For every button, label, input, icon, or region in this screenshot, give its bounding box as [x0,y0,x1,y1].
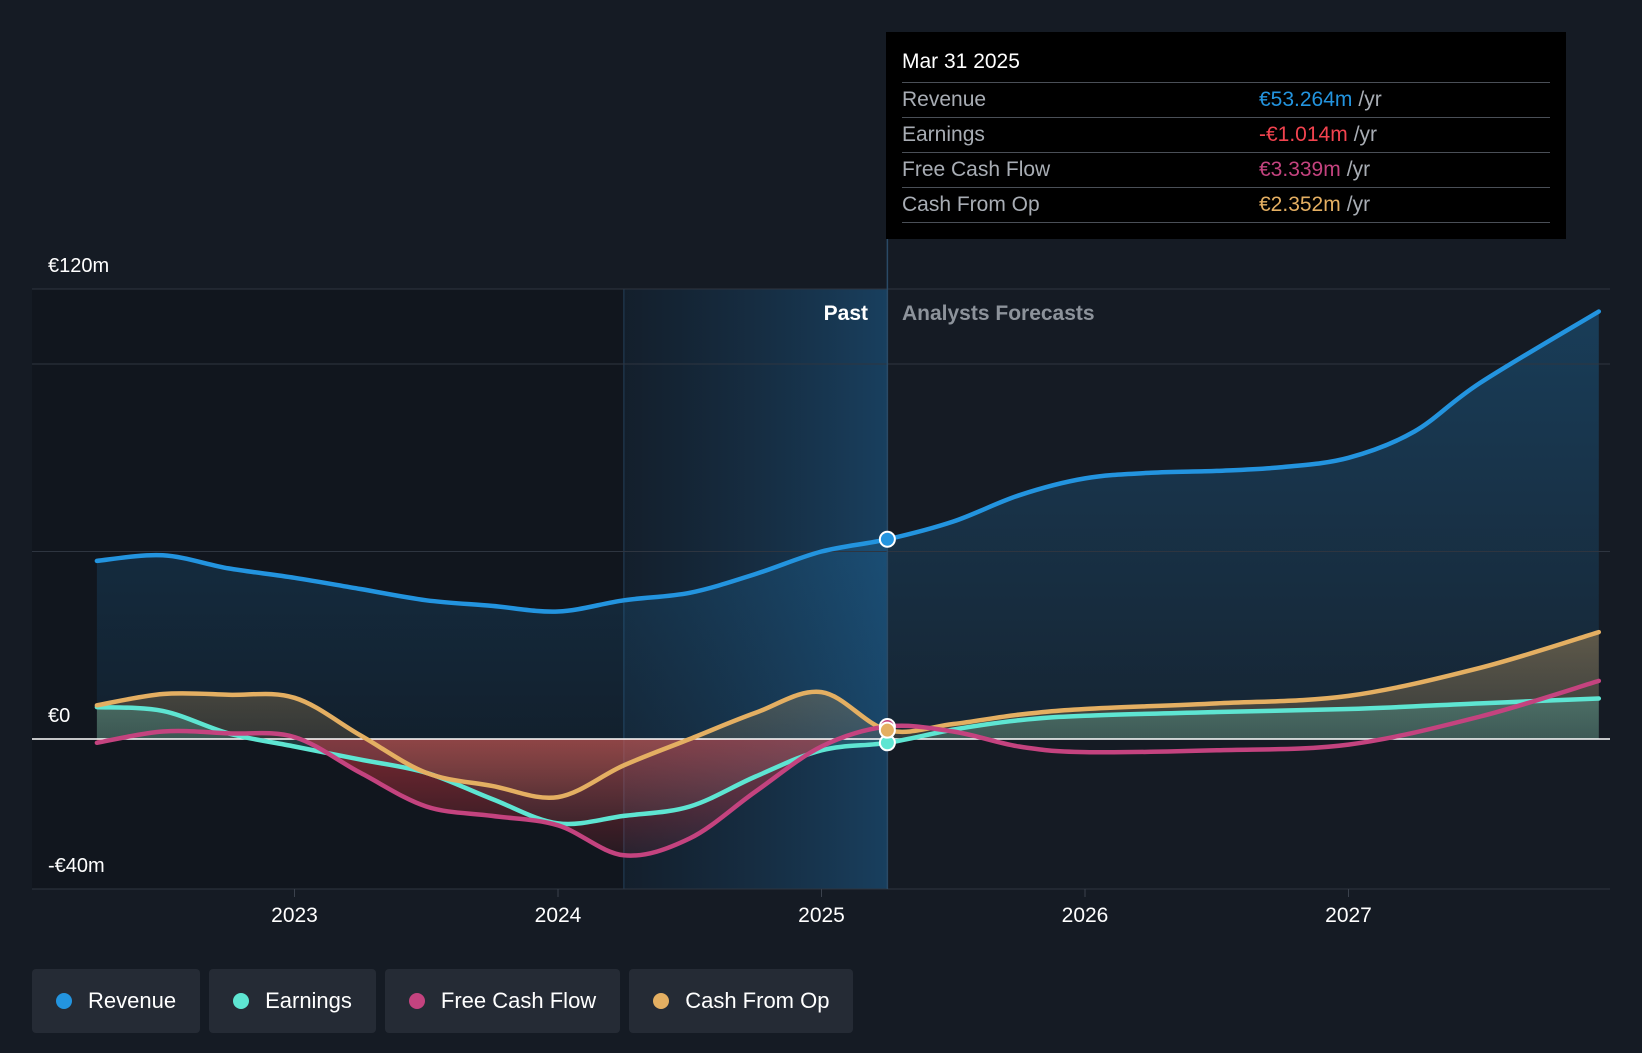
earnings-area [96,698,1599,825]
analysts-forecasts-label: Analysts Forecasts [902,302,1095,325]
cash-from-op-line [94,629,1602,801]
legend-dot-icon [233,993,250,1009]
tooltip-unit: /yr [1346,193,1371,216]
tooltip-value: -€1.014m [1259,123,1348,146]
tooltip-value: €2.352m [1259,193,1341,216]
legend-label: Revenue [88,988,177,1013]
legend-dot-icon [408,993,425,1009]
legend-dot-icon [653,993,670,1009]
legend-item-earnings[interactable]: Earnings [209,969,376,1033]
tooltip-label: Cash From Op [902,193,1040,216]
revenue-area [96,311,1599,739]
tooltip-row-free-cash-flow: Free Cash Flow €3.339m /yr [902,152,1550,187]
legend-item-free-cash-flow[interactable]: Free Cash Flow [384,969,621,1033]
tooltip-unit: /yr [1346,158,1371,181]
y-tick-label-minus-40: -€40m [48,855,105,877]
past-label: Past [824,302,868,325]
tooltip-row-earnings: Earnings -€1.014m /yr [902,117,1550,152]
legend: Revenue Earnings Free Cash Flow Cash Fro… [32,969,854,1033]
free-cash-flow-line [94,678,1602,858]
revenue-line [94,309,1602,614]
revenue-marker [878,530,896,548]
y-tick-label-0: €0 [48,705,70,727]
tooltip-date: Mar 31 2025 [902,50,1020,73]
tooltip-label: Earnings [902,123,985,146]
legend-label: Cash From Op [685,988,830,1013]
x-tick-label-2025: 2025 [798,904,845,927]
legend-item-revenue[interactable]: Revenue [32,969,201,1033]
tooltip-unit: /yr [1358,88,1382,111]
tooltip: Mar 31 2025 Revenue €53.264m /yr Earning… [886,32,1566,239]
earnings-line [94,696,1602,827]
x-tick-label-2026: 2026 [1062,904,1109,927]
legend-item-cash-from-op[interactable]: Cash From Op [629,969,854,1033]
tooltip-label: Revenue [902,88,987,111]
legend-label: Earnings [265,988,352,1013]
legend-label: Free Cash Flow [440,988,597,1013]
tooltip-label: Free Cash Flow [902,158,1051,181]
x-tick-label-2023: 2023 [271,904,318,927]
tooltip-row-revenue: Revenue €53.264m /yr [902,82,1550,117]
cash-from-op-marker [878,721,896,739]
legend-dot-icon [56,993,72,1009]
tooltip-row-cash-from-op: Cash From Op €2.352m /yr [902,187,1550,223]
x-tick-label-2027: 2027 [1325,904,1372,927]
x-tick-label-2024: 2024 [535,904,582,927]
tooltip-value: €3.339m [1259,158,1341,181]
y-tick-label-120: €120m [48,255,109,277]
tooltip-unit: /yr [1353,123,1378,146]
tooltip-value: €53.264m [1259,88,1353,111]
